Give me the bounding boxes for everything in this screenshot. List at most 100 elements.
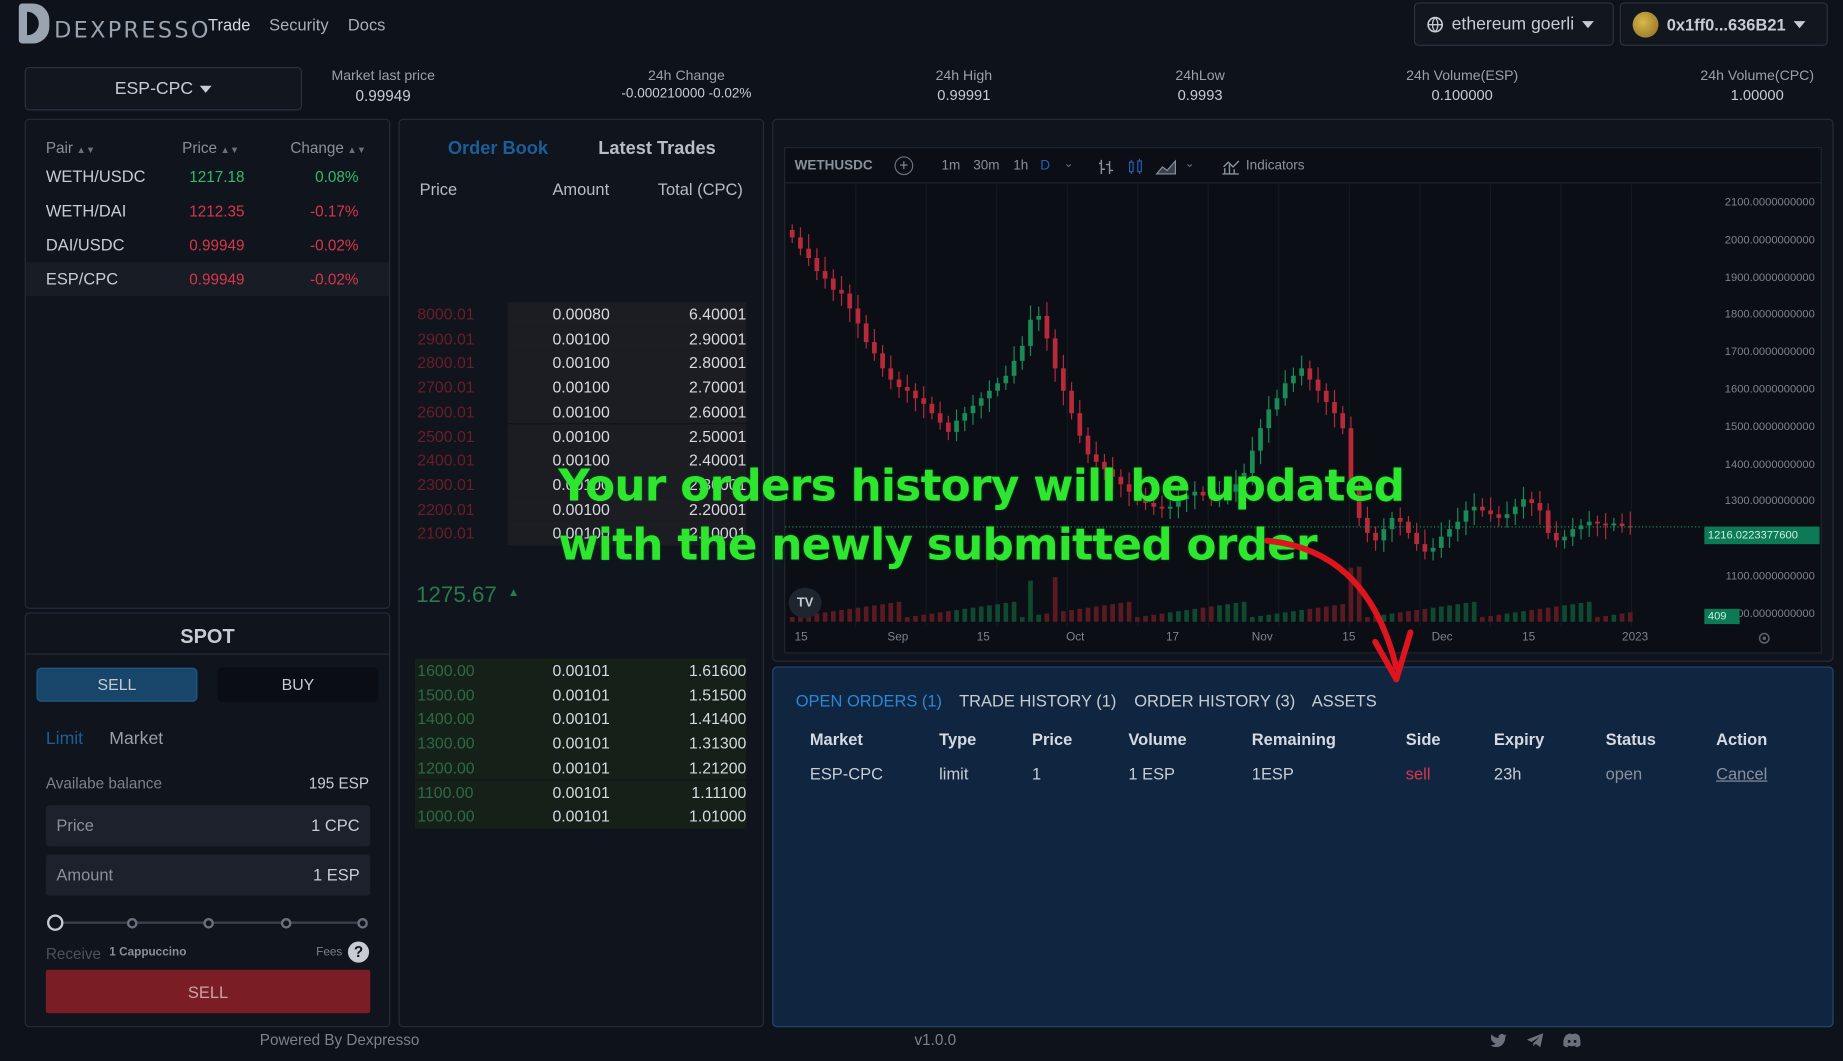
ob-price: 2900.01 <box>417 329 475 348</box>
slider-handle[interactable] <box>47 914 64 931</box>
spot-panel: SPOT SELL BUY Limit Market Availabe bala… <box>24 612 391 1028</box>
table-row[interactable]: 2400.01 0.00100 2.40001 <box>415 448 747 473</box>
volume-bar <box>814 613 820 622</box>
candle-body <box>1381 529 1387 541</box>
slider-step-50[interactable] <box>203 917 214 929</box>
tab-order-book[interactable]: Order Book <box>447 138 549 159</box>
tab-assets[interactable]: ASSETS <box>1311 691 1377 710</box>
amount-label: Amount <box>56 865 114 884</box>
help-icon[interactable]: ? <box>347 941 370 963</box>
tab-trade-history[interactable]: TRADE HISTORY (1) <box>959 691 1117 710</box>
price-field[interactable]: Price 1 CPC <box>45 805 371 847</box>
buy-tab[interactable]: BUY <box>217 667 379 702</box>
table-row[interactable]: 1300.00 0.00101 1.31300 <box>414 731 747 756</box>
list-item[interactable]: WETH/USDC 1217.18 0.08% <box>26 160 389 194</box>
limit-tab[interactable]: Limit <box>45 728 84 749</box>
table-row[interactable]: 1100.00 0.00101 1.11100 <box>414 779 747 805</box>
settings-icon[interactable] <box>1756 630 1772 646</box>
table-row[interactable]: 1200.00 0.00101 1.21200 <box>414 755 747 780</box>
balance-label: Availabe balance <box>45 774 162 793</box>
tab-latest-trades[interactable]: Latest Trades <box>598 138 716 159</box>
candle-body <box>929 403 935 414</box>
table-row[interactable]: 1400.00 0.00101 1.41400 <box>414 706 747 732</box>
pairs-header-price[interactable]: Price ▲▼ <box>182 139 239 157</box>
table-row[interactable]: 8000.01 0.00080 6.40001 <box>415 302 747 327</box>
add-symbol-icon[interactable]: + <box>894 156 914 176</box>
nav-docs[interactable]: Docs <box>347 15 386 35</box>
interval-30m[interactable]: 30m <box>973 158 1000 173</box>
volume-bar <box>1093 606 1099 622</box>
table-row[interactable]: 2800.01 0.00100 2.80001 <box>415 350 747 376</box>
table-row[interactable]: 2700.01 0.00100 2.70001 <box>415 375 747 400</box>
chevron-down-icon <box>1582 20 1595 28</box>
table-row[interactable]: 1600.00 0.00101 1.61600 <box>414 658 747 683</box>
account-button[interactable]: 0x1ff0...636B21 <box>1619 2 1828 46</box>
sell-submit-button[interactable]: SELL <box>45 969 371 1014</box>
candle-body <box>1241 473 1247 485</box>
pair-price: 0.99949 <box>189 236 245 254</box>
table-row[interactable]: 2300.01 0.00100 2.30001 <box>415 472 747 497</box>
market-tab[interactable]: Market <box>109 728 164 749</box>
candle-body <box>1611 523 1617 526</box>
chevron-down-icon[interactable]: ⌄ <box>1184 157 1195 171</box>
table-row[interactable]: 1000.00 0.00101 1.01000 <box>414 804 747 829</box>
volume-bar <box>1184 610 1189 622</box>
volume-bar <box>1406 611 1411 622</box>
sell-tab[interactable]: SELL <box>36 667 198 702</box>
ob-amount: 0.00101 <box>552 661 610 680</box>
tab-order-history[interactable]: ORDER HISTORY (3) <box>1134 691 1296 710</box>
table-row[interactable]: 2100.01 0.00100 2.10001 <box>415 521 747 546</box>
table-row[interactable]: 2600.01 0.00100 2.60001 <box>415 399 747 424</box>
x-tick-label: Nov <box>1251 631 1273 645</box>
candlestick-chart[interactable] <box>785 184 1702 627</box>
nav-trade[interactable]: Trade <box>208 15 251 35</box>
table-row[interactable]: 2500.01 0.00100 2.50001 <box>415 423 747 449</box>
chevron-down-icon[interactable]: ⌄ <box>1063 157 1074 171</box>
pairs-header-change[interactable]: Change ▲▼ <box>290 139 366 157</box>
telegram-icon[interactable] <box>1526 1033 1544 1048</box>
volume-bar <box>1200 607 1206 622</box>
bar-chart-icon[interactable] <box>1098 159 1114 175</box>
discord-icon[interactable] <box>1563 1033 1581 1048</box>
depth-bar <box>507 423 747 449</box>
volume-bar <box>1110 604 1116 622</box>
candle-body <box>1028 319 1033 346</box>
pairs-header-pair[interactable]: Pair ▲▼ <box>46 139 95 157</box>
interval-d[interactable]: D <box>1040 158 1050 173</box>
interval-1h[interactable]: 1h <box>1013 158 1029 173</box>
depth-bar <box>507 375 747 400</box>
slider-step-75[interactable] <box>280 917 292 929</box>
slider-step-100[interactable] <box>357 917 368 929</box>
indicators-icon[interactable] <box>1221 159 1240 175</box>
candle-body <box>1291 375 1296 384</box>
tab-open-orders[interactable]: OPEN ORDERS (1) <box>795 691 943 710</box>
table-row[interactable]: 2200.01 0.00100 2.20001 <box>415 496 747 522</box>
market-selector[interactable]: ESP-CPC <box>24 66 303 111</box>
candle-body <box>1447 529 1452 537</box>
table-row[interactable]: 2900.01 0.00100 2.90001 <box>415 326 747 351</box>
amount-field[interactable]: Amount 1 ESP <box>45 854 371 896</box>
table-row[interactable]: 1500.00 0.00101 1.51500 <box>414 682 747 707</box>
depth-bar <box>507 472 747 497</box>
candle-body <box>954 420 959 432</box>
cancel-order-link[interactable]: Cancel <box>1716 764 1768 783</box>
depth-bar <box>414 731 747 756</box>
list-item[interactable]: ESP/CPC 0.99949 -0.02% <box>25 262 390 297</box>
cell-type: limit <box>939 764 969 783</box>
spot-title: SPOT <box>180 625 235 648</box>
slider-step-25[interactable] <box>126 917 138 929</box>
network-selector[interactable]: ethereum goerli <box>1414 2 1614 46</box>
list-item[interactable]: DAI/USDC 0.99949 -0.02% <box>26 228 389 262</box>
volume-bar <box>921 614 927 622</box>
candles-icon[interactable] <box>1127 158 1143 175</box>
twitter-icon[interactable] <box>1490 1033 1507 1048</box>
fees-label: Fees <box>316 946 343 960</box>
list-item[interactable]: WETH/DAI 1212.35 -0.17% <box>26 194 389 228</box>
chevron-down-icon <box>200 85 212 93</box>
nav-security[interactable]: Security <box>269 15 329 35</box>
pair-price: 1217.18 <box>189 168 245 186</box>
ob-amount: 0.00100 <box>552 475 610 494</box>
area-chart-icon[interactable] <box>1155 159 1176 175</box>
interval-1m[interactable]: 1m <box>941 158 961 173</box>
indicators-button[interactable]: Indicators <box>1245 158 1305 173</box>
